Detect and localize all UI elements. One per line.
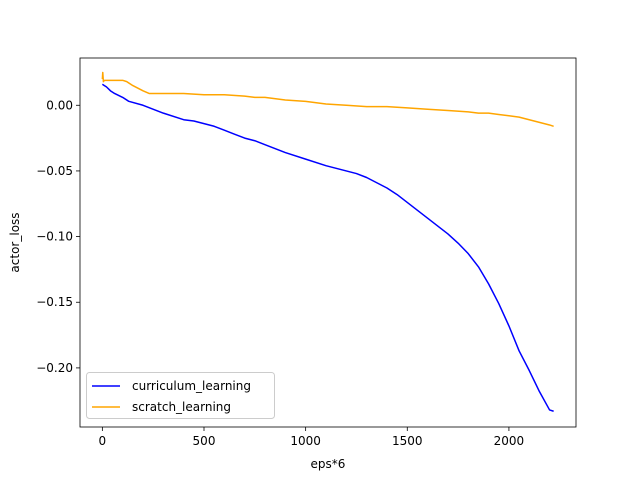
y-axis-label: actor_loss [8, 212, 22, 272]
plot-frame [79, 57, 577, 428]
y-tick-label: 0.00 [46, 98, 73, 112]
x-axis-label: eps*6 [311, 457, 346, 471]
y-axis-ticks: 0.00 −0.05 −0.10 −0.15 −0.20 [36, 98, 80, 375]
series-line-curriculum-learning [101, 83, 554, 412]
y-tick-label: −0.10 [36, 230, 73, 244]
x-tick-label: 1500 [392, 434, 423, 448]
x-axis-ticks: 0 500 1000 1500 2000 [99, 427, 525, 448]
x-tick-label: 500 [193, 434, 216, 448]
legend-label-scratch-learning: scratch_learning [132, 400, 231, 414]
series-line-scratch-learning [101, 71, 554, 127]
x-tick-label: 2000 [494, 434, 525, 448]
y-tick-label: −0.05 [36, 164, 73, 178]
legend: curriculum_learning scratch_learning [86, 372, 275, 419]
y-tick-label: −0.20 [36, 361, 73, 375]
y-tick-label: −0.15 [36, 295, 73, 309]
x-tick-label: 0 [99, 434, 107, 448]
plot-lines [101, 71, 554, 412]
x-tick-label: 1000 [290, 434, 321, 448]
legend-box [86, 372, 275, 419]
legend-label-curriculum-learning: curriculum_learning [132, 379, 251, 393]
